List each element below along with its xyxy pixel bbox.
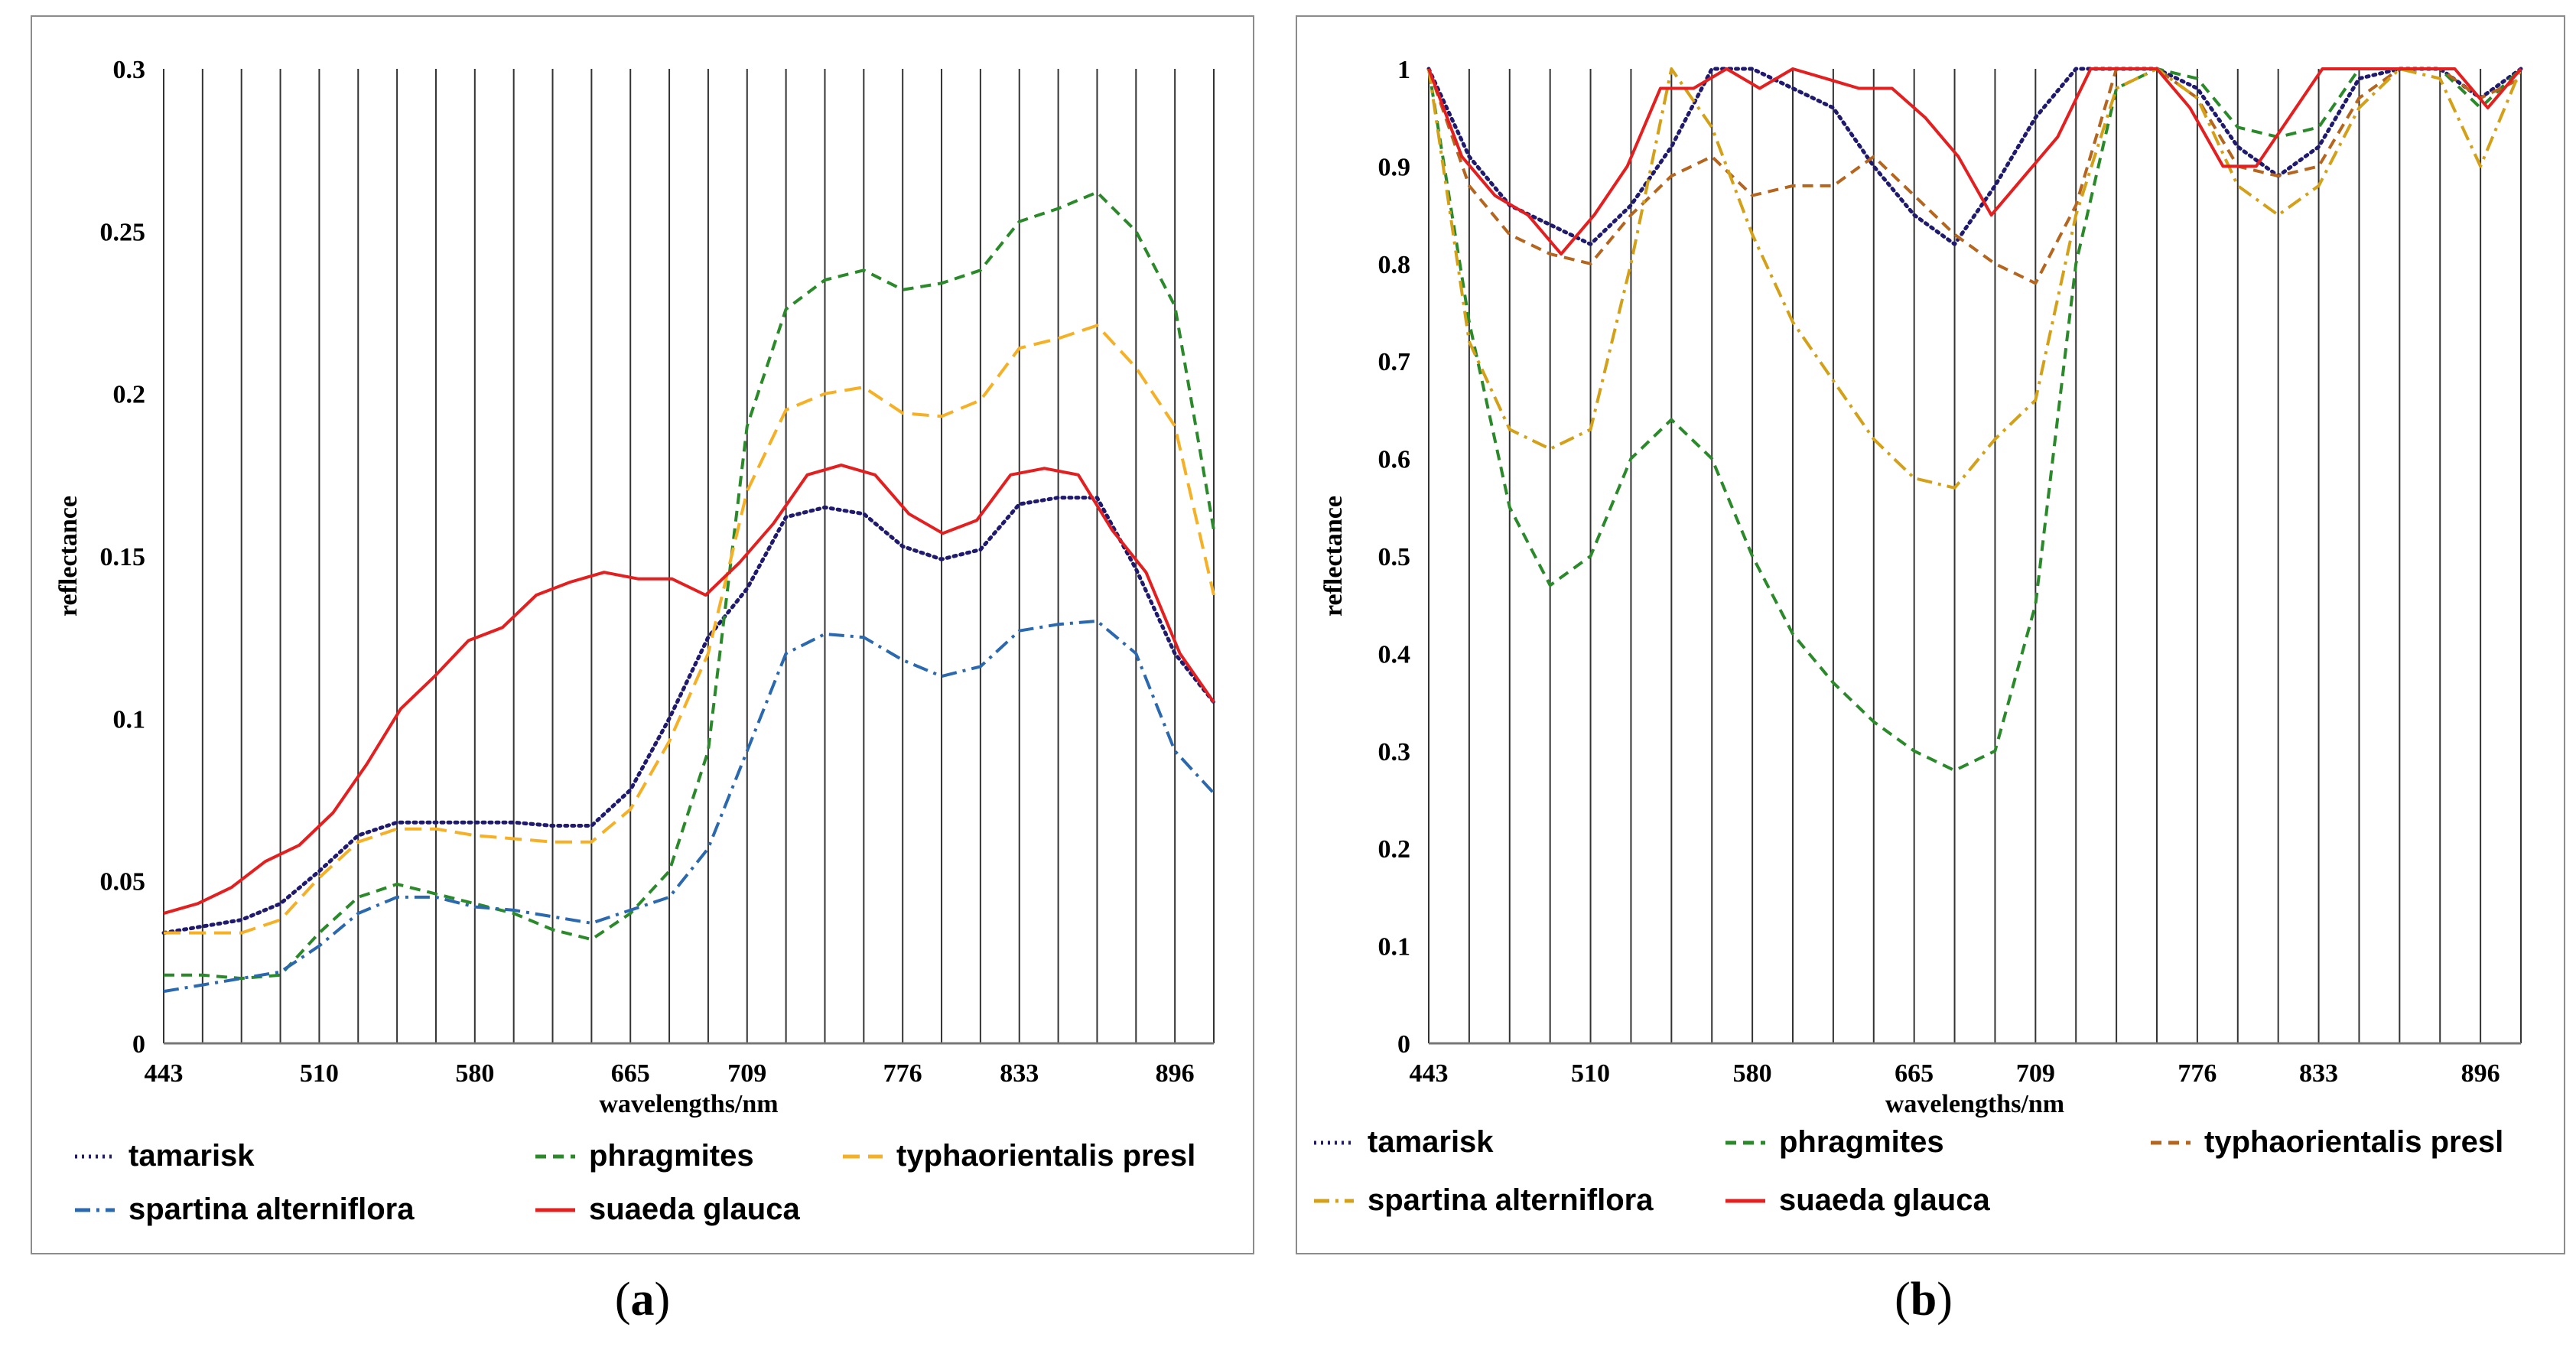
chart-b-legend-label: tamarisk: [1368, 1125, 1494, 1159]
chart-a-x-tick-label: 580: [455, 1059, 494, 1088]
chart-b-y-tick-label: 0.6: [1378, 446, 1411, 474]
chart-a-legend-label: suaeda glauca: [589, 1192, 800, 1226]
panel-b: 0 0.1 0.2 0.3 0.4 0.5 0.6 0.7 0.8 0.9 1 443 510 580 66…: [1296, 15, 2565, 1254]
chart-b-x-tick-label: 665: [1895, 1059, 1934, 1088]
chart-a-y-tick-label: 0.15: [100, 543, 146, 571]
chart-a: 0 0.05 0.1 0.15 0.2 0.25 0.3 443 510 580 665 709 776…: [54, 56, 1216, 1226]
chart-b-series-phragmites: [1427, 67, 2522, 773]
chart-a-x-tick-label: 833: [1000, 1059, 1039, 1088]
chart-b-legend-label: typhaorientalis presl: [2204, 1125, 2503, 1159]
chart-b-series-suaeda-glauca: [1427, 67, 2522, 256]
chart-b-x-tick-label: 580: [1733, 1059, 1772, 1088]
chart-b-x-tick-label: 709: [2016, 1059, 2055, 1088]
caption-a-letter: a: [630, 1274, 655, 1326]
chart-b-x-axis-title: wavelengths/nm: [1885, 1090, 2064, 1118]
chart-b-y-tick-label: 0.4: [1378, 640, 1411, 669]
chart-a-y-tick-label: 0.2: [113, 381, 146, 409]
chart-a-series-tamarisk: [161, 496, 1216, 935]
chart-a-y-tick-label: 0.3: [113, 56, 146, 84]
chart-a-series-suaeda-glauca: [163, 464, 1215, 916]
chart-b-legend-label: phragmites: [1779, 1125, 1944, 1159]
chart-a-x-tick-label: 896: [1156, 1059, 1195, 1088]
chart-b-series-spartina-alterniflora: [1427, 67, 2522, 490]
chart-a-series-spartina-alterniflora: [163, 619, 1215, 994]
chart-a-legend-label: spartina alterniflora: [128, 1192, 415, 1226]
chart-b-y-tick-label: 0.8: [1378, 251, 1411, 279]
chart-a-x-tick-label: 709: [727, 1059, 766, 1088]
chart-b-y-axis-title: reflectance: [1319, 496, 1348, 617]
chart-b: 0 0.1 0.2 0.3 0.4 0.5 0.6 0.7 0.8 0.9 1 443 510 580 66…: [1314, 56, 2523, 1217]
chart-a-x-tick-label: 665: [611, 1059, 650, 1088]
chart-b-legend-label: suaeda glauca: [1779, 1183, 1990, 1217]
caption-b-letter: b: [1910, 1274, 1937, 1326]
chart-b-x-tick-label: 443: [1410, 1059, 1449, 1088]
chart-b-y-tick-label: 0: [1397, 1030, 1410, 1059]
chart-b-y-tick-label: 0.5: [1378, 543, 1411, 571]
chart-b-series-tamarisk: [1426, 67, 2523, 246]
chart-b-x-tick-label: 510: [1571, 1059, 1610, 1088]
caption-a: (a): [614, 1274, 671, 1326]
chart-a-legend-label: phragmites: [589, 1139, 754, 1173]
chart-b-legend-label: spartina alterniflora: [1368, 1183, 1654, 1217]
chart-a-x-tick-label: 443: [145, 1059, 184, 1088]
chart-a-series-typhaorientalis-presl: [164, 324, 1215, 935]
caption-b: (b): [1895, 1274, 1953, 1326]
chart-a-legend-label: tamarisk: [128, 1139, 255, 1173]
chart-b-y-tick-label: 0.1: [1378, 933, 1411, 961]
chart-a-y-tick-label: 0: [132, 1030, 145, 1059]
chart-a-x-tick-label: 776: [883, 1059, 922, 1088]
chart-b-y-tick-label: 0.9: [1378, 153, 1411, 181]
chart-a-x-axis-title: wavelengths/nm: [599, 1090, 778, 1118]
chart-b-x-tick-label: 896: [2461, 1059, 2500, 1088]
chart-b-y-tick-label: 0.3: [1378, 738, 1411, 766]
chart-b-x-tick-label: 833: [2299, 1059, 2338, 1088]
chart-a-y-tick-label: 0.05: [100, 868, 146, 896]
chart-b-y-tick-label: 0.7: [1378, 348, 1411, 376]
chart-a-legend-label: typhaorientalis presl: [896, 1139, 1195, 1173]
chart-a-y-tick-label: 0.25: [100, 218, 146, 246]
chart-a-series-phragmites: [164, 190, 1215, 981]
chart-b-y-tick-label: 0.2: [1378, 835, 1411, 864]
chart-a-y-tick-label: 0.1: [113, 705, 146, 734]
chart-a-x-tick-label: 510: [300, 1059, 339, 1088]
panel-a: 0 0.05 0.1 0.15 0.2 0.25 0.3 443 510 580 665 709 776…: [31, 15, 1254, 1254]
chart-b-y-tick-label: 1: [1397, 56, 1410, 84]
chart-b-series-typhaorientalis-presl: [1427, 67, 2522, 285]
chart-a-y-axis-title: reflectance: [54, 496, 83, 617]
chart-b-x-tick-label: 776: [2178, 1059, 2217, 1088]
